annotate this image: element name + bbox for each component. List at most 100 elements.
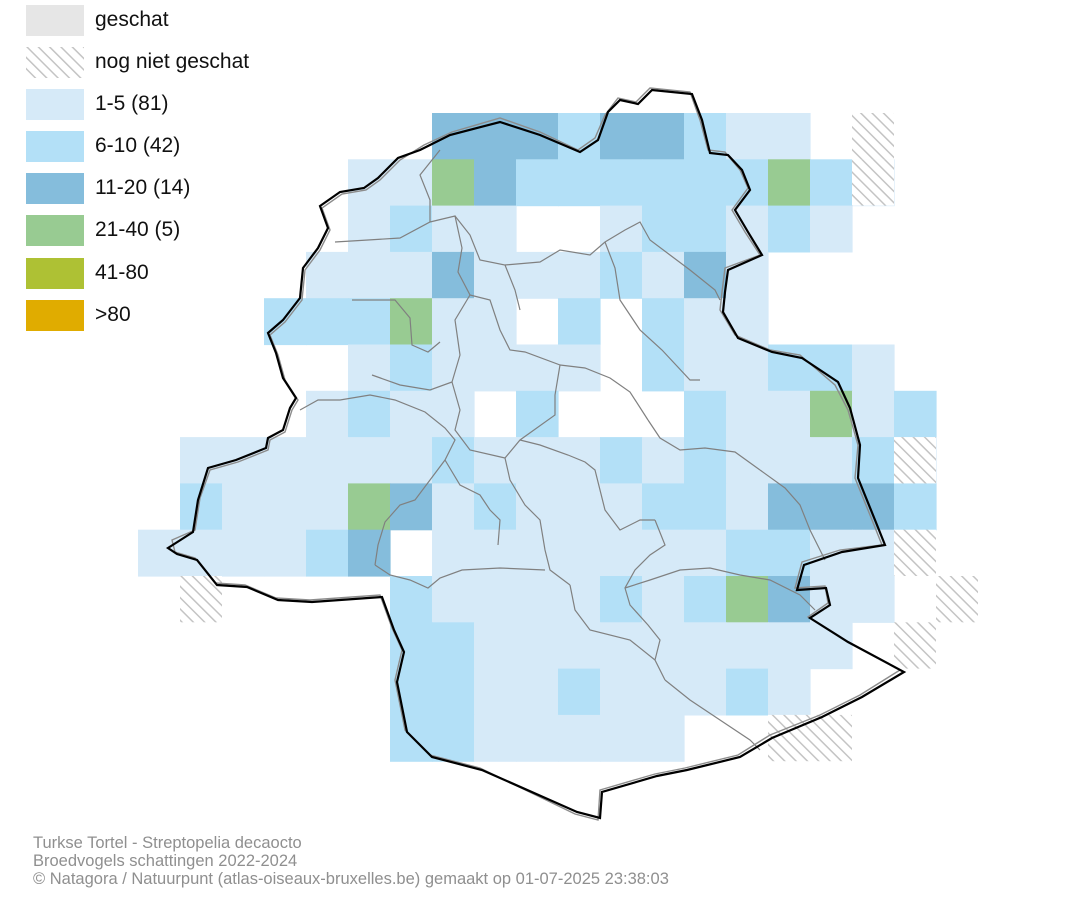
grid-square — [768, 576, 811, 623]
legend-swatch — [26, 215, 84, 246]
region-boundary — [165, 88, 907, 820]
grid-square — [390, 714, 433, 762]
grid-square-not-estimated — [894, 529, 936, 576]
grid-square — [600, 668, 643, 716]
legend-item-11-20: 11-20 (14) — [26, 173, 346, 205]
grid-square — [138, 529, 181, 577]
grid-square-not-estimated — [936, 576, 978, 623]
grid-square — [474, 298, 517, 346]
grid-square — [390, 159, 433, 207]
legend-label: 21-40 (5) — [95, 218, 181, 241]
grid-square — [600, 159, 643, 207]
legend-swatch — [26, 89, 84, 120]
grid-square — [558, 714, 601, 762]
grid-square — [474, 622, 517, 670]
grid-square — [684, 390, 727, 438]
grid-square — [684, 205, 727, 253]
grid-square — [474, 483, 517, 531]
grid-square — [558, 298, 601, 346]
grid-square — [768, 113, 811, 160]
grid-square — [558, 159, 601, 207]
municipality-boundary — [451, 381, 506, 459]
grid-square — [768, 437, 811, 484]
grid-square-not-estimated — [810, 714, 852, 762]
grid-square — [348, 159, 391, 207]
grid-square — [726, 529, 769, 577]
municipality-boundary — [569, 584, 656, 661]
grid-square — [558, 437, 601, 484]
grid-square — [642, 159, 685, 207]
grid-square — [726, 576, 769, 623]
grid-square — [894, 483, 937, 531]
municipality-boundary — [604, 241, 700, 381]
municipality-boundary — [624, 567, 816, 611]
grid-square — [432, 668, 475, 716]
grid-square — [726, 668, 769, 716]
grid-square — [222, 529, 265, 577]
grid-square — [558, 529, 601, 577]
grid-square — [684, 483, 727, 531]
municipality-boundary — [624, 519, 666, 681]
legend-label: 6-10 (42) — [95, 134, 181, 157]
grid-square — [516, 714, 559, 762]
grid-square — [558, 668, 601, 716]
grid-square — [726, 251, 769, 299]
grid-square — [768, 390, 811, 438]
grid-square — [474, 159, 517, 207]
grid-square — [600, 483, 643, 531]
grid-square — [390, 576, 433, 623]
grid-square — [852, 529, 895, 577]
grid-square — [516, 576, 559, 623]
grid-square-not-estimated — [768, 714, 810, 762]
grid-square — [642, 576, 685, 623]
municipality-boundary — [352, 299, 441, 353]
grid-square — [474, 576, 517, 623]
legend-swatch — [26, 173, 84, 204]
grid-square — [432, 714, 475, 762]
municipality-boundaries — [299, 149, 826, 751]
legend-swatch — [26, 300, 84, 331]
legend-label: 1-5 (81) — [95, 92, 169, 115]
grid-square — [516, 251, 559, 299]
municipality-boundary — [374, 564, 546, 589]
grid-square — [642, 622, 685, 670]
grid-square — [432, 437, 475, 484]
legend-item-6-10: 6-10 (42) — [26, 131, 346, 163]
grid-square — [810, 483, 853, 531]
grid-square — [306, 298, 349, 346]
grid-square — [474, 251, 517, 299]
legend-item-21-40: 21-40 (5) — [26, 215, 346, 247]
grid-square — [642, 298, 685, 346]
municipality-boundary — [559, 364, 649, 421]
grid-square — [264, 483, 307, 531]
grid-square-not-estimated — [894, 437, 936, 484]
municipality-boundary — [519, 439, 655, 531]
grid-square — [684, 298, 727, 346]
grid-square — [558, 344, 601, 392]
grid-square — [432, 159, 475, 207]
legend-item-41-80: 41-80 — [26, 258, 346, 290]
grid-square — [768, 622, 811, 670]
grid-square — [684, 251, 727, 299]
grid-square — [558, 622, 601, 670]
grid-square — [222, 483, 265, 531]
grid-square — [306, 529, 349, 577]
municipality-boundary — [504, 221, 721, 301]
grid-square — [600, 251, 643, 299]
grid-square — [516, 668, 559, 716]
grid-square — [432, 576, 475, 623]
grid-square — [726, 390, 769, 438]
grid-square — [684, 437, 727, 484]
municipality-boundary — [444, 459, 501, 546]
grid-square — [768, 483, 811, 531]
grid-square — [348, 390, 391, 438]
region-boundary-gray — [171, 87, 902, 821]
grid-square — [474, 344, 517, 392]
legend-label: 41-80 — [95, 261, 149, 284]
grid-square — [558, 251, 601, 299]
grid-square — [852, 576, 895, 623]
grid-square — [432, 622, 475, 670]
grid-square — [474, 437, 517, 484]
grid-square — [348, 298, 391, 346]
grid-square — [432, 298, 475, 346]
